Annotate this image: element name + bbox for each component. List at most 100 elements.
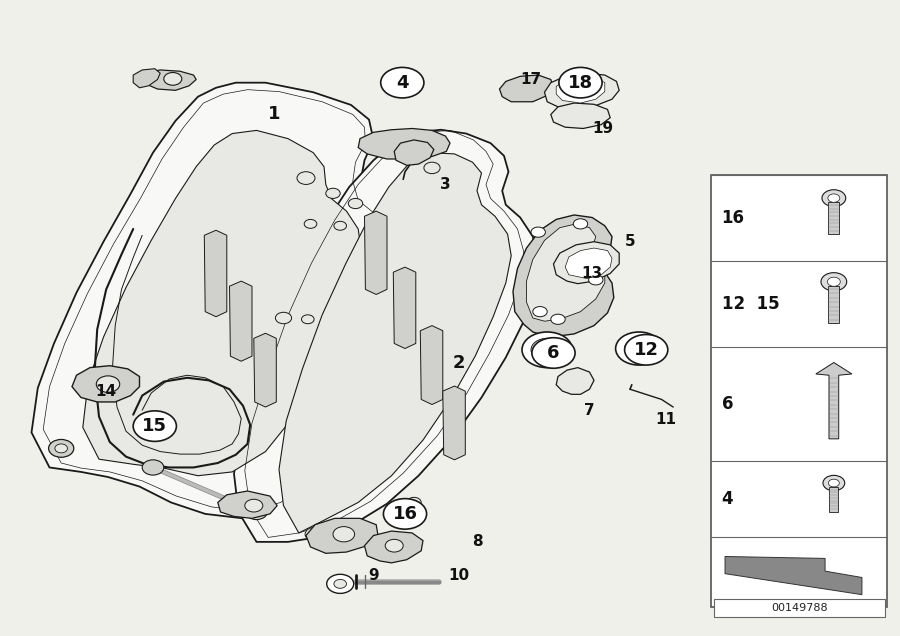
Circle shape [823, 475, 845, 491]
Circle shape [275, 312, 292, 324]
Circle shape [625, 338, 653, 359]
Circle shape [531, 338, 563, 361]
Text: 18: 18 [568, 74, 593, 92]
Circle shape [385, 539, 403, 552]
Circle shape [828, 479, 840, 487]
Text: 13: 13 [581, 266, 603, 281]
Polygon shape [364, 531, 423, 563]
Text: 16: 16 [722, 209, 744, 227]
Text: 2: 2 [453, 354, 465, 371]
Polygon shape [230, 281, 252, 361]
Text: 6: 6 [722, 395, 733, 413]
Circle shape [334, 579, 346, 588]
Circle shape [383, 499, 427, 529]
Circle shape [616, 332, 662, 365]
Polygon shape [725, 556, 862, 595]
Polygon shape [544, 73, 619, 108]
Circle shape [326, 188, 340, 198]
Text: 4: 4 [396, 74, 409, 92]
Circle shape [246, 504, 267, 520]
FancyBboxPatch shape [828, 202, 839, 234]
Text: 14: 14 [95, 384, 117, 399]
Polygon shape [556, 76, 605, 103]
Text: 19: 19 [592, 121, 614, 136]
Polygon shape [554, 242, 619, 284]
Circle shape [297, 172, 315, 184]
Text: 17: 17 [520, 72, 542, 87]
Text: 4: 4 [722, 490, 734, 508]
Text: 11: 11 [655, 412, 677, 427]
FancyBboxPatch shape [711, 175, 886, 607]
Circle shape [302, 315, 314, 324]
Polygon shape [254, 333, 276, 407]
Circle shape [827, 277, 841, 286]
Polygon shape [565, 248, 612, 279]
Circle shape [55, 444, 68, 453]
Polygon shape [394, 140, 434, 165]
Circle shape [381, 67, 424, 98]
Circle shape [305, 527, 325, 541]
Circle shape [828, 194, 840, 202]
Circle shape [407, 497, 421, 508]
Circle shape [245, 499, 263, 512]
Circle shape [334, 221, 346, 230]
Circle shape [304, 219, 317, 228]
Circle shape [551, 314, 565, 324]
FancyBboxPatch shape [828, 286, 839, 323]
FancyBboxPatch shape [830, 487, 839, 512]
Text: 12: 12 [634, 341, 659, 359]
Circle shape [49, 439, 74, 457]
Polygon shape [815, 363, 851, 439]
Circle shape [522, 332, 572, 368]
Polygon shape [526, 224, 605, 321]
Polygon shape [133, 69, 160, 88]
Circle shape [96, 376, 120, 392]
Text: 7: 7 [584, 403, 595, 418]
Circle shape [424, 162, 440, 174]
Text: 12  15: 12 15 [722, 294, 779, 313]
Text: 15: 15 [142, 417, 167, 435]
Text: 6: 6 [547, 344, 560, 362]
Text: 9: 9 [368, 568, 379, 583]
Polygon shape [513, 215, 614, 337]
Circle shape [333, 527, 355, 542]
Text: 3: 3 [440, 177, 451, 192]
Circle shape [348, 198, 363, 209]
Circle shape [164, 73, 182, 85]
Circle shape [531, 227, 545, 237]
Polygon shape [32, 83, 412, 518]
Polygon shape [234, 130, 538, 542]
Polygon shape [729, 558, 860, 593]
Polygon shape [500, 75, 554, 102]
Polygon shape [83, 130, 362, 476]
Circle shape [532, 338, 575, 368]
Polygon shape [279, 153, 511, 533]
Polygon shape [556, 368, 594, 394]
Polygon shape [72, 366, 140, 402]
Text: 1: 1 [268, 106, 281, 123]
Text: 00149788: 00149788 [771, 603, 827, 613]
Text: 5: 5 [625, 234, 635, 249]
Circle shape [142, 460, 164, 475]
Polygon shape [364, 211, 387, 294]
Polygon shape [218, 491, 277, 518]
Circle shape [822, 190, 846, 207]
Polygon shape [358, 128, 450, 159]
Polygon shape [204, 230, 227, 317]
Polygon shape [443, 386, 465, 460]
Text: 8: 8 [472, 534, 482, 550]
Polygon shape [393, 267, 416, 349]
Text: 10: 10 [448, 568, 470, 583]
Circle shape [589, 275, 603, 285]
Circle shape [821, 273, 847, 291]
Polygon shape [551, 103, 610, 128]
Polygon shape [140, 70, 196, 90]
Polygon shape [420, 326, 443, 404]
Circle shape [625, 335, 668, 365]
Circle shape [327, 574, 354, 593]
Circle shape [533, 307, 547, 317]
Polygon shape [306, 518, 378, 553]
Circle shape [559, 67, 602, 98]
FancyBboxPatch shape [714, 599, 885, 617]
Text: 16: 16 [392, 505, 418, 523]
